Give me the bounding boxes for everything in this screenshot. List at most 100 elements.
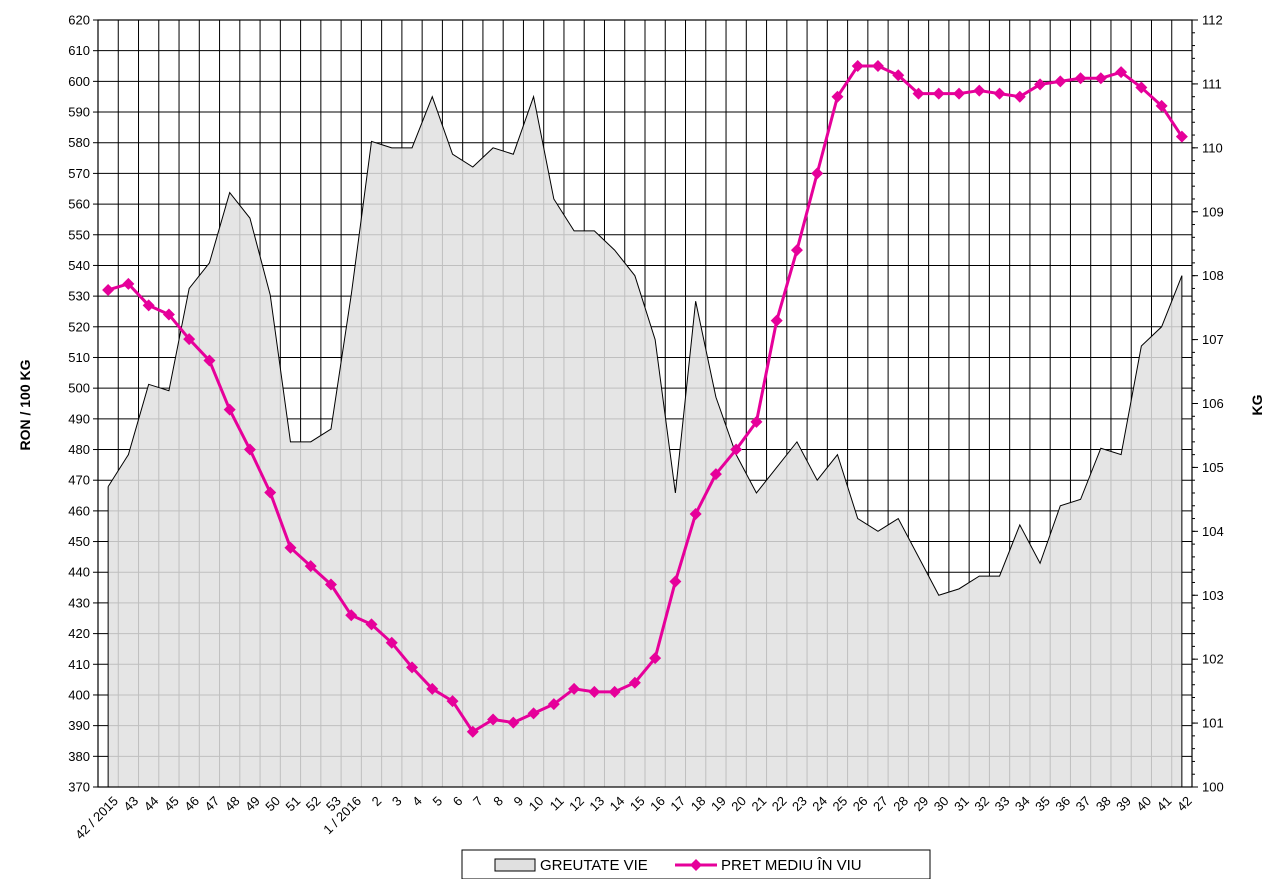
price-marker [547, 698, 560, 711]
x-tick-label: 42 [1174, 793, 1195, 814]
legend-swatch-area [494, 858, 536, 872]
price-marker [1074, 72, 1087, 85]
x-tick-label: 32 [971, 793, 992, 814]
y-tick-label-right: 106 [1202, 396, 1224, 411]
price-marker [385, 636, 398, 649]
x-tick-label: 43 [120, 793, 141, 814]
x-tick-label: 13 [586, 793, 607, 814]
price-marker [811, 167, 824, 180]
area-outline [107, 94, 1183, 596]
y-tick-label-left: 540 [68, 258, 90, 273]
x-tick-label: 14 [607, 793, 628, 814]
x-tick-label: 22 [769, 793, 790, 814]
price-marker [790, 244, 803, 257]
y-tick-label-right: 103 [1202, 588, 1224, 603]
price-marker [487, 713, 500, 726]
y-tick-label-left: 580 [68, 135, 90, 150]
price-marker [709, 468, 722, 481]
price-marker [953, 87, 966, 100]
y-tick-label-right: 107 [1202, 332, 1224, 347]
y-tick-label-left: 600 [68, 74, 90, 89]
price-marker [527, 707, 540, 720]
x-tick-label: 26 [850, 793, 871, 814]
y-tick-label-left: 450 [68, 534, 90, 549]
x-tick-label: 46 [181, 793, 202, 814]
price-marker [892, 69, 905, 82]
left-axis: 370 380 390 400 410 420 430 440 450 460 470 480 490 5… [68, 13, 98, 795]
x-tick-label: 19 [708, 793, 729, 814]
x-tick-label: 25 [830, 793, 851, 814]
y-tick-label-left: 460 [68, 503, 90, 518]
y-tick-label-left: 570 [68, 166, 90, 181]
x-tick-label: 44 [141, 793, 162, 814]
y-tick-label-left: 510 [68, 350, 90, 365]
x-tick-label: 12 [566, 793, 587, 814]
price-marker [102, 283, 115, 296]
y-tick-label-left: 520 [68, 319, 90, 334]
x-axis: 42 / 2015 43 44 45 46 47 48 49 50 51 52 531 / 2016 2… [72, 793, 1195, 842]
x-tick-label: 27 [870, 793, 891, 814]
x-tick-label: 51 [283, 793, 304, 814]
y-tick-label-right: 105 [1202, 460, 1224, 475]
price-marker [264, 486, 277, 499]
price-marker [730, 443, 743, 456]
x-tick-label: 50 [262, 793, 283, 814]
y-tick-label-left: 560 [68, 197, 90, 212]
x-tick-label: 7 [470, 793, 486, 809]
price-marker [1175, 130, 1188, 143]
y-tick-label-left: 420 [68, 626, 90, 641]
y-tick-label-left: 440 [68, 565, 90, 580]
area-fill [108, 96, 1182, 787]
x-tick-label: 11 [547, 793, 567, 813]
price-marker [628, 676, 641, 689]
x-tick-label: 36 [1052, 793, 1073, 814]
right-axis: 100 101 102 103 104 105 106 107 108 109 110 111 112 [1192, 13, 1224, 795]
price-marker [122, 277, 135, 290]
x-tick-label: 29 [911, 793, 932, 814]
x-tick-label: 10 [526, 793, 547, 814]
price-marker [770, 314, 783, 327]
area-series-greutate-vie [107, 94, 1183, 787]
price-marker [568, 682, 581, 695]
x-tick-label: 4 [409, 793, 425, 809]
y-tick-label-right: 102 [1202, 652, 1224, 667]
y-tick-label-right: 112 [1202, 13, 1223, 28]
price-marker [183, 333, 196, 346]
price-marker [912, 87, 925, 100]
y-tick-label-left: 470 [68, 473, 90, 488]
price-marker [507, 716, 520, 729]
y-tick-label-left: 610 [68, 43, 90, 58]
y-tick-label-right: 110 [1202, 140, 1223, 155]
y-tick-label-left: 380 [68, 749, 90, 764]
y-tick-label-left: 430 [68, 595, 90, 610]
x-tick-label: 18 [688, 793, 709, 814]
y-tick-label-left: 500 [68, 381, 90, 396]
price-marker [345, 609, 358, 622]
x-tick-label: 37 [1073, 793, 1094, 814]
price-marker [446, 695, 459, 708]
price-marker [932, 87, 945, 100]
y-tick-label-left: 590 [68, 105, 90, 120]
legend-label-greutate-vie: GREUTATE VIE [540, 857, 648, 874]
x-tick-label: 31 [951, 793, 972, 814]
x-tick-label: 42 / 2015 [72, 793, 121, 842]
price-marker [831, 90, 844, 103]
price-marker [973, 84, 986, 97]
y-tick-label-right: 104 [1202, 524, 1224, 539]
y-tick-label-left: 550 [68, 227, 90, 242]
x-tick-label: 40 [1133, 793, 1154, 814]
price-marker [689, 507, 702, 520]
x-tick-label: 23 [789, 793, 810, 814]
x-tick-label: 33 [992, 793, 1013, 814]
x-tick-label: 41 [1154, 793, 1175, 814]
x-tick-label: 38 [1093, 793, 1114, 814]
x-tick-label: 3 [389, 793, 405, 809]
y-tick-label-left: 390 [68, 718, 90, 733]
price-marker [142, 299, 155, 312]
price-marker [1135, 81, 1148, 94]
legend-marker-diamond [690, 859, 702, 871]
y-tick-label-left: 480 [68, 442, 90, 457]
price-marker [223, 403, 236, 416]
x-tick-label: 20 [728, 793, 749, 814]
